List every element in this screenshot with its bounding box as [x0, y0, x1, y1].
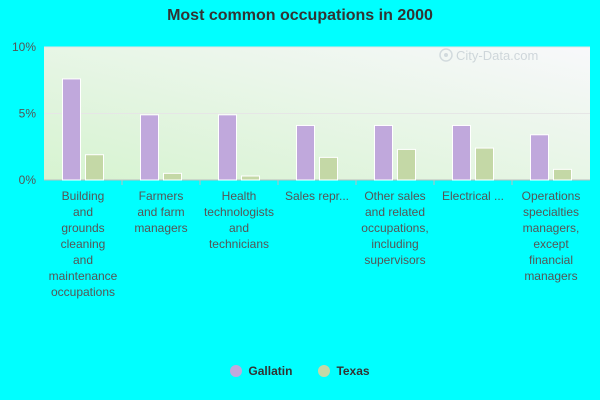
x-tick-label-line: maintenance: [49, 269, 118, 283]
x-tick-label-line: and: [73, 253, 93, 267]
x-tick-label-line: Operations: [522, 189, 581, 203]
bar-texas-3[interactable]: [319, 156, 338, 181]
legend-swatch-texas: [318, 365, 331, 377]
legend-item-texas: Texas: [318, 364, 370, 378]
x-tick-label-line: Building: [62, 189, 105, 203]
bar-texas-2[interactable]: [241, 175, 260, 181]
watermark-text: City-Data.com: [456, 48, 538, 63]
x-tick-label-line: except: [533, 237, 569, 251]
x-tick-label-line: and farm: [137, 205, 184, 219]
x-tick-label: Building and grounds cleaning and maintenance…: [49, 189, 118, 299]
x-tick-label-line: Farmers: [139, 189, 184, 203]
bar-gallatin-2[interactable]: [218, 114, 237, 181]
x-tick-label-line: and related: [365, 205, 425, 219]
x-tick-label-line: managers: [134, 221, 187, 235]
x-tick-labels: Building and grounds cleaning and maintenance…: [49, 189, 581, 299]
bar-texas-5[interactable]: [475, 147, 494, 181]
x-tick-label-line: occupations: [51, 285, 115, 299]
bar-texas-6[interactable]: [553, 168, 572, 181]
x-tick-label-line: cleaning: [61, 237, 106, 251]
x-tick-label-line: occupations,: [361, 221, 428, 235]
x-tick-label-line: financial: [529, 253, 573, 267]
grid-lines: [44, 46, 590, 185]
legend: Gallatin Texas: [0, 364, 600, 378]
legend-label-gallatin: Gallatin: [248, 364, 293, 378]
legend-label-texas: Texas: [336, 364, 370, 378]
x-tick-label-line: and: [73, 205, 93, 219]
legend-item-gallatin: Gallatin: [230, 364, 292, 378]
x-tick-label-line: supervisors: [364, 253, 425, 267]
x-tick-label-line: Electrical ...: [442, 189, 504, 203]
x-tick-label: Operations specialties managers, except fina…: [522, 189, 581, 283]
x-tick-label-line: Health: [222, 189, 257, 203]
legend-swatch-gallatin: [230, 365, 243, 377]
x-tick-label-line: and: [229, 221, 249, 235]
watermark: City-Data.com: [439, 48, 538, 63]
x-tick-label-line: Sales repr...: [285, 189, 349, 203]
y-tick-label: 0%: [19, 173, 37, 187]
x-tick-label-line: technologists: [204, 205, 274, 219]
y-tick-label: 10%: [12, 40, 36, 54]
bar-texas-4[interactable]: [397, 148, 416, 181]
x-tick-label-line: including: [371, 237, 418, 251]
x-tick-label: Health technologists and technicians: [204, 189, 274, 251]
y-tick-labels: 0% 5% 10%: [12, 40, 36, 187]
chart-title: Most common occupations in 2000: [167, 7, 433, 24]
x-tick-label: Electrical ...: [442, 189, 504, 203]
x-tick-label-line: technicians: [209, 237, 269, 251]
x-tick-label: Other sales and related occupations, includ…: [361, 189, 428, 267]
x-tick-label-line: managers,: [523, 221, 580, 235]
x-tick-label-line: managers: [524, 269, 577, 283]
x-tick-label-line: specialties: [523, 205, 579, 219]
bar-gallatin-1[interactable]: [140, 114, 159, 181]
bar-gallatin-5[interactable]: [452, 124, 471, 181]
bar-texas-0[interactable]: [85, 154, 104, 181]
bar-gallatin-0[interactable]: [62, 78, 81, 181]
y-tick-label: 5%: [19, 107, 37, 121]
bar-gallatin-3[interactable]: [296, 124, 315, 181]
bar-gallatin-4[interactable]: [374, 124, 393, 181]
x-tick-label: Farmers and farm managers: [134, 189, 187, 235]
bar-gallatin-6[interactable]: [530, 134, 549, 181]
x-tick-label: Sales repr...: [285, 189, 349, 203]
bar-texas-1[interactable]: [163, 172, 182, 181]
bars: [62, 78, 572, 181]
x-tick-label-line: grounds: [61, 221, 104, 235]
chart-canvas: 0% 5% 10% Building and grounds cleaning and mai…: [12, 40, 590, 299]
x-tick-label-line: Other sales: [364, 189, 425, 203]
